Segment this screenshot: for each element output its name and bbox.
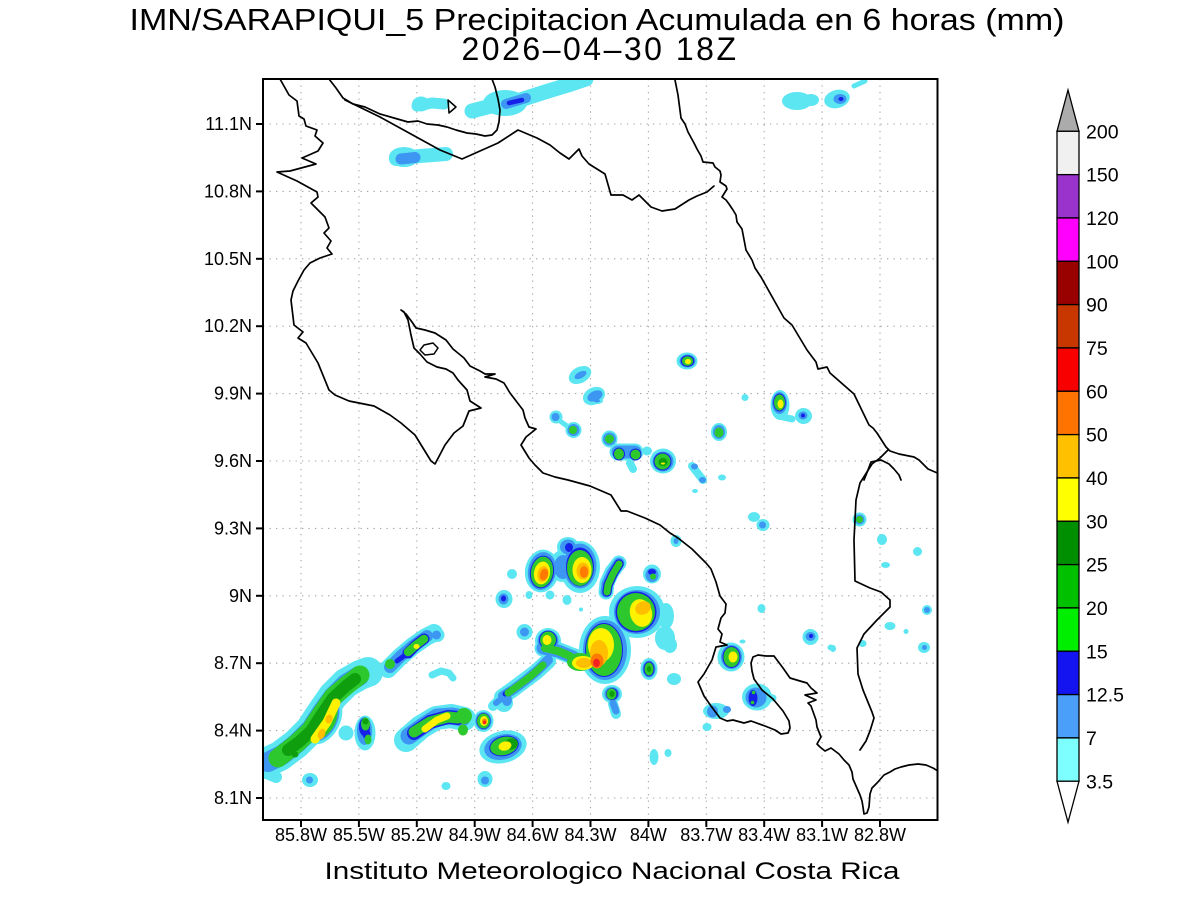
- svg-text:IMN/SARAPIQUI_5 Precipitacion: IMN/SARAPIQUI_5 Precipitacion Acumulada …: [130, 2, 1065, 37]
- svg-text:120: 120: [1086, 208, 1119, 230]
- svg-text:150: 150: [1086, 165, 1119, 187]
- svg-text:100: 100: [1086, 251, 1119, 273]
- svg-text:200: 200: [1086, 121, 1119, 143]
- svg-text:3.5: 3.5: [1086, 771, 1113, 793]
- svg-text:85.2W: 85.2W: [391, 825, 443, 845]
- svg-text:25: 25: [1086, 555, 1108, 577]
- svg-text:9.9N: 9.9N: [214, 384, 252, 404]
- svg-text:50: 50: [1086, 425, 1108, 447]
- svg-text:9.6N: 9.6N: [214, 451, 252, 471]
- svg-text:60: 60: [1086, 381, 1108, 403]
- svg-text:8.1N: 8.1N: [214, 788, 252, 808]
- svg-text:83.1W: 83.1W: [796, 825, 848, 845]
- svg-text:83.7W: 83.7W: [680, 825, 732, 845]
- svg-text:82.8W: 82.8W: [854, 825, 906, 845]
- svg-text:75: 75: [1086, 338, 1108, 360]
- svg-text:15: 15: [1086, 641, 1108, 663]
- svg-text:12.5: 12.5: [1086, 685, 1124, 707]
- svg-text:10.2N: 10.2N: [204, 316, 252, 336]
- svg-text:7: 7: [1086, 728, 1097, 750]
- svg-text:2026–04–30 18Z: 2026–04–30 18Z: [462, 31, 739, 67]
- svg-text:8.4N: 8.4N: [214, 721, 252, 741]
- svg-text:84W: 84W: [630, 825, 667, 845]
- svg-text:10.5N: 10.5N: [204, 249, 252, 269]
- svg-text:10.8N: 10.8N: [204, 181, 252, 201]
- svg-text:Instituto Meteorologico Nacion: Instituto Meteorologico Nacional Costa R…: [325, 858, 901, 885]
- svg-text:8.7N: 8.7N: [214, 653, 252, 673]
- svg-text:11.1N: 11.1N: [205, 114, 252, 134]
- svg-text:20: 20: [1086, 598, 1108, 620]
- svg-text:85.8W: 85.8W: [275, 825, 327, 845]
- svg-text:90: 90: [1086, 295, 1108, 317]
- svg-text:30: 30: [1086, 511, 1108, 533]
- svg-text:9N: 9N: [229, 586, 252, 606]
- svg-text:83.4W: 83.4W: [738, 825, 790, 845]
- svg-text:85.5W: 85.5W: [333, 825, 385, 845]
- svg-text:40: 40: [1086, 468, 1108, 490]
- svg-text:9.3N: 9.3N: [214, 518, 252, 538]
- svg-text:84.9W: 84.9W: [449, 825, 501, 845]
- svg-text:84.3W: 84.3W: [564, 825, 616, 845]
- svg-text:84.6W: 84.6W: [507, 825, 559, 845]
